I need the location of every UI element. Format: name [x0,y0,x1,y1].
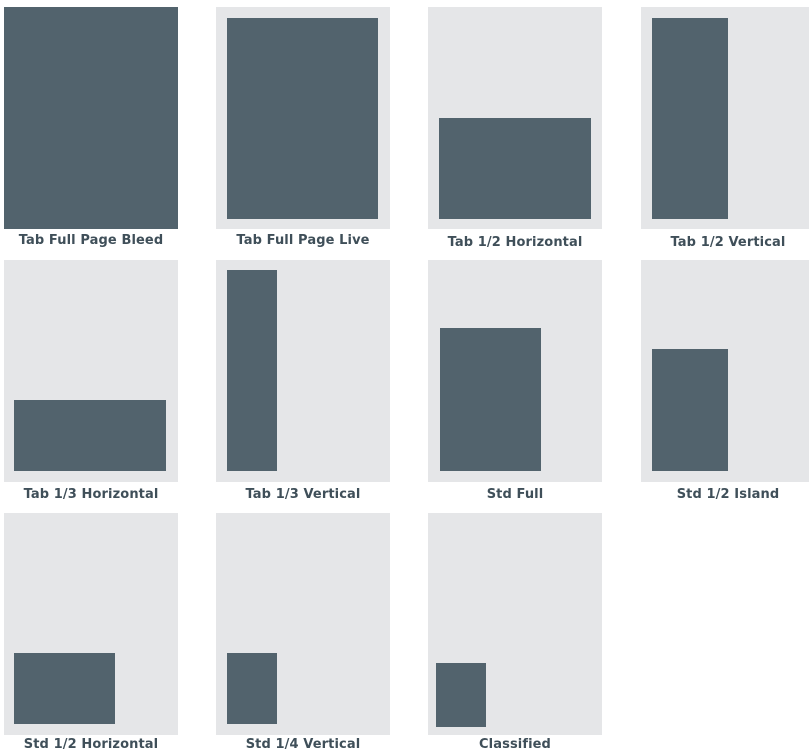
page-tile-std-1-4-vertical [216,513,390,735]
ad-block-tab-1-3-vertical [227,270,277,471]
ad-block-std-1-4-vertical [227,653,277,724]
ad-block-std-1-2-island [652,349,728,471]
ad-block-tab-full-page-live [227,18,378,219]
ad-block-tab-1-2-vertical [652,18,728,219]
label-tab-1-2-horizontal: Tab 1/2 Horizontal [447,235,583,250]
page-tile-classified [428,513,602,735]
page-tile-tab-full-page-bleed [4,7,178,229]
page-tile-tab-1-3-vertical [216,260,390,482]
label-std-full: Std Full [486,487,544,502]
label-std-1-2-horizontal: Std 1/2 Horizontal [23,737,159,752]
ad-block-tab-1-2-horizontal [439,118,591,219]
label-std-1-4-vertical: Std 1/4 Vertical [245,737,361,752]
ad-block-std-1-2-horizontal [14,653,115,724]
ad-block-classified [436,663,486,727]
ad-block-tab-full-page-bleed [4,7,178,229]
label-classified: Classified [479,737,551,752]
page-tile-tab-full-page-live [216,7,390,229]
page-tile-std-1-2-island [641,260,809,482]
page-tile-tab-1-2-vertical [641,7,809,229]
label-tab-full-page-live: Tab Full Page Live [236,233,370,248]
page-tile-std-full [428,260,602,482]
label-tab-1-3-vertical: Tab 1/3 Vertical [245,487,361,502]
ad-block-tab-1-3-horizontal [14,400,166,471]
label-tab-1-3-horizontal: Tab 1/3 Horizontal [23,487,159,502]
ad-block-std-full [440,328,541,471]
label-tab-1-2-vertical: Tab 1/2 Vertical [670,235,786,250]
page-tile-std-1-2-horizontal [4,513,178,735]
page-tile-tab-1-3-horizontal [4,260,178,482]
page-tile-tab-1-2-horizontal [428,7,602,229]
label-std-1-2-island: Std 1/2 Island [676,487,780,502]
label-tab-full-page-bleed: Tab Full Page Bleed [18,233,164,248]
